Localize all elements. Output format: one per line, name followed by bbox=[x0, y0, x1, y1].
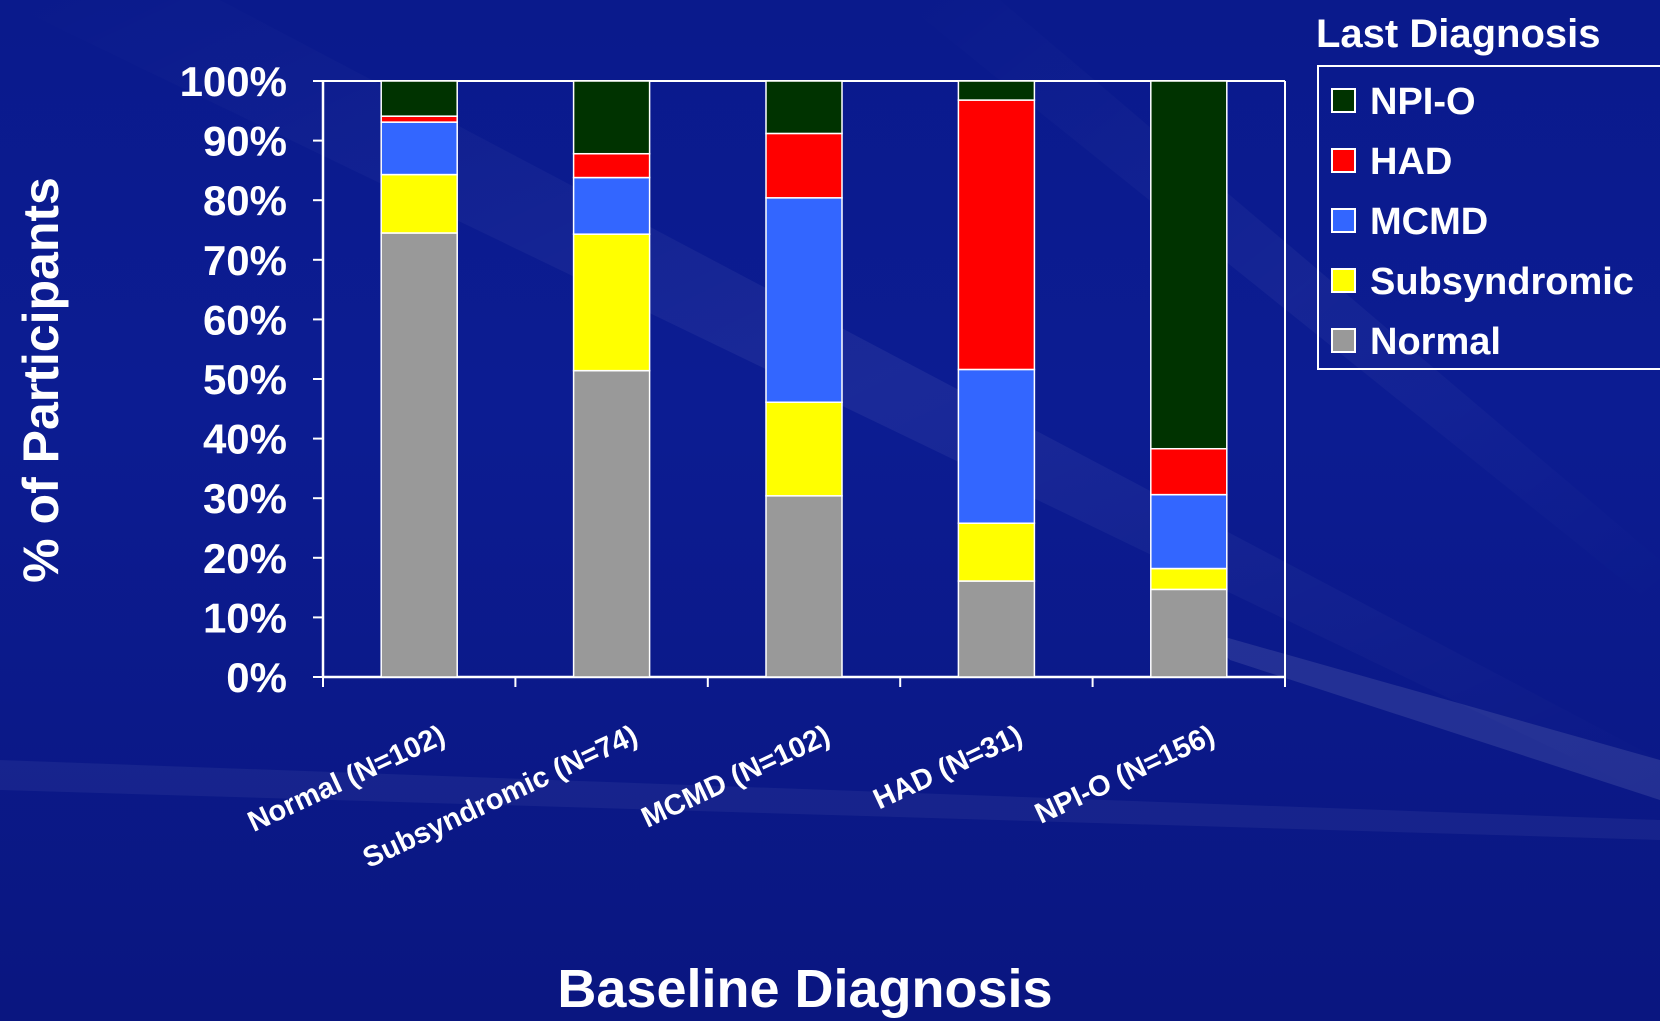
legend-swatch bbox=[1331, 208, 1356, 233]
legend-box bbox=[1317, 65, 1660, 370]
y-tick-label: 80% bbox=[203, 177, 287, 224]
y-tick-label: 30% bbox=[203, 475, 287, 522]
y-ticks: 0% 10% 20% 30% 40% 50% 60% 70% 80% 90% 100% bbox=[180, 58, 323, 701]
y-axis-title: % of Participants bbox=[13, 177, 69, 583]
legend-title: Last Diagnosis bbox=[1316, 12, 1601, 56]
bar-segment bbox=[765, 401, 843, 497]
bar-segment bbox=[572, 152, 651, 179]
y-tick-label: 50% bbox=[203, 356, 287, 403]
legend-swatch bbox=[1331, 148, 1356, 173]
y-tick-label: 100% bbox=[180, 58, 287, 105]
legend-label: MCMD bbox=[1370, 201, 1488, 243]
bar-segment bbox=[1150, 588, 1228, 678]
y-tick-label: 0% bbox=[226, 654, 287, 701]
legend: Last Diagnosis NPI-OHADMCMDSubsyndromicN… bbox=[1316, 12, 1660, 370]
bar-segment bbox=[380, 115, 458, 123]
bar-segment bbox=[765, 197, 843, 403]
bar-segment bbox=[957, 80, 1036, 101]
bar-segment bbox=[380, 80, 458, 117]
bar-segment bbox=[957, 368, 1036, 524]
legend-swatch bbox=[1331, 268, 1356, 293]
legend-label: Normal bbox=[1370, 321, 1501, 363]
bar-segment bbox=[957, 580, 1036, 678]
y-tick-label: 60% bbox=[203, 296, 287, 343]
legend-label: Subsyndromic bbox=[1370, 261, 1634, 303]
legend-label: HAD bbox=[1370, 141, 1452, 183]
bar-segment bbox=[765, 132, 843, 199]
bar-segment bbox=[1150, 567, 1228, 591]
y-tick-label: 90% bbox=[203, 118, 287, 165]
y-tick-label: 70% bbox=[203, 237, 287, 284]
bar-segment bbox=[765, 495, 843, 678]
y-tick-label: 20% bbox=[203, 535, 287, 582]
bar-segment bbox=[572, 80, 651, 155]
y-tick-label: 40% bbox=[203, 416, 287, 463]
bar-segment bbox=[380, 121, 458, 176]
bar-segment bbox=[380, 232, 458, 678]
bar-segment bbox=[1150, 493, 1228, 570]
bar-segment bbox=[957, 99, 1036, 371]
bar-segment bbox=[765, 80, 843, 135]
legend-swatch bbox=[1331, 88, 1356, 113]
bar-segment bbox=[380, 173, 458, 234]
legend-swatch bbox=[1331, 328, 1356, 353]
x-axis-title: Baseline Diagnosis bbox=[557, 959, 1052, 1019]
x-tick-label: MCMD (N=102) bbox=[637, 719, 835, 834]
legend-items: NPI-O HAD MCMD Subsyndromic Normal bbox=[1331, 81, 1634, 363]
bars bbox=[380, 80, 1228, 678]
bar-segment bbox=[1150, 80, 1228, 450]
y-tick-label: 10% bbox=[203, 594, 287, 641]
bar-segment bbox=[1150, 447, 1228, 496]
bar-segment bbox=[572, 233, 651, 372]
bar-segment bbox=[572, 369, 651, 678]
bar-segment bbox=[957, 522, 1036, 582]
legend-label: NPI-O bbox=[1370, 81, 1476, 123]
x-ticks bbox=[322, 677, 1286, 687]
bar-segment bbox=[572, 176, 651, 235]
